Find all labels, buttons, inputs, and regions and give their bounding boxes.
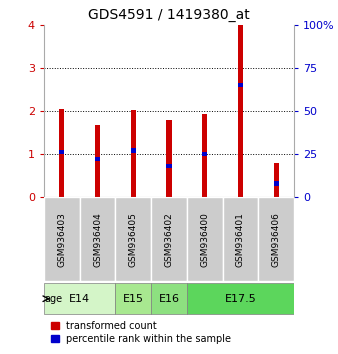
Text: E17.5: E17.5 <box>224 294 256 304</box>
Bar <box>166 164 172 168</box>
Bar <box>151 283 187 314</box>
Bar <box>202 114 208 197</box>
Bar <box>238 25 243 197</box>
Bar <box>151 197 187 281</box>
Legend: transformed count, percentile rank within the sample: transformed count, percentile rank withi… <box>49 319 233 346</box>
Bar <box>202 152 208 156</box>
Title: GDS4591 / 1419380_at: GDS4591 / 1419380_at <box>88 8 250 22</box>
Text: E14: E14 <box>69 294 90 304</box>
Bar <box>187 283 294 314</box>
Text: GSM936401: GSM936401 <box>236 212 245 267</box>
Text: GSM936403: GSM936403 <box>57 212 66 267</box>
Bar <box>44 197 80 281</box>
Bar <box>95 157 100 161</box>
Text: GSM936404: GSM936404 <box>93 212 102 267</box>
Bar <box>115 197 151 281</box>
Text: age: age <box>44 294 63 304</box>
Bar <box>238 83 243 87</box>
Text: E15: E15 <box>123 294 144 304</box>
Text: E16: E16 <box>159 294 179 304</box>
Bar <box>59 109 65 197</box>
Bar <box>223 197 258 281</box>
Bar <box>80 197 115 281</box>
Bar <box>166 120 172 197</box>
Bar <box>273 163 279 197</box>
Bar <box>130 148 136 153</box>
Bar <box>273 181 279 185</box>
Text: GSM936402: GSM936402 <box>165 212 173 267</box>
Bar <box>59 150 65 154</box>
Text: GSM936405: GSM936405 <box>129 212 138 267</box>
Text: GSM936406: GSM936406 <box>272 212 281 267</box>
Bar <box>187 197 223 281</box>
Text: GSM936400: GSM936400 <box>200 212 209 267</box>
Bar <box>95 125 100 197</box>
Bar <box>44 283 115 314</box>
Bar <box>130 110 136 197</box>
Bar <box>258 197 294 281</box>
Bar <box>115 283 151 314</box>
